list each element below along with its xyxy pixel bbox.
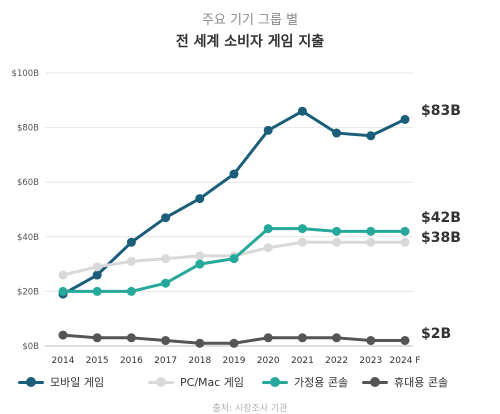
y-tick-label: $100B (12, 69, 40, 79)
data-point (229, 254, 239, 264)
data-point (229, 169, 239, 179)
data-point (332, 237, 342, 247)
data-point (229, 338, 239, 348)
data-point (58, 286, 68, 296)
end-label: $2B (421, 326, 451, 342)
chart-subtitle: 주요 기기 그룹 별 (201, 13, 299, 28)
data-point (92, 333, 102, 343)
legend-label: PC/Mac 게임 (180, 376, 245, 389)
x-tick-label: 2018 (188, 356, 211, 366)
data-point (400, 336, 410, 346)
data-point (263, 243, 273, 253)
legend-swatch (362, 376, 388, 387)
data-point (366, 131, 376, 141)
legend-swatch (148, 376, 174, 387)
data-point (126, 256, 136, 266)
data-point (161, 336, 171, 346)
y-tick-label: $0B (22, 342, 39, 352)
y-tick-label: $20B (17, 287, 39, 297)
end-labels: $83B $38B $42B $2B (421, 103, 461, 342)
data-point (126, 286, 136, 296)
legend-label: 모바일 게임 (50, 376, 105, 389)
legend-swatch (18, 376, 44, 387)
legend-item: 모바일 게임 (18, 372, 104, 392)
data-point (195, 338, 205, 348)
data-point (58, 270, 68, 280)
data-point (263, 333, 273, 343)
series-0 (58, 106, 410, 299)
legend-item: 가정용 콘솔 (262, 372, 348, 392)
data-point (297, 106, 307, 116)
data-point (332, 128, 342, 138)
data-point (92, 262, 102, 272)
legend-label: 휴대용 콘솔 (394, 376, 449, 389)
end-label: $83B (421, 103, 461, 119)
legend-item: PC/Mac 게임 (148, 372, 244, 392)
series-line (61, 109, 407, 296)
legend-swatch (262, 376, 288, 387)
data-point (161, 254, 171, 264)
x-tick-label: 2014 (52, 356, 75, 366)
data-point (366, 226, 376, 236)
footnote: 출처: 시장조사 기관 (212, 404, 288, 414)
x-tick-label: 2017 (154, 356, 177, 366)
chart-title: 전 세계 소비자 게임 지출 (175, 34, 325, 50)
x-tick-label: 2016 (120, 356, 143, 366)
data-point (263, 125, 273, 135)
data-point (297, 224, 307, 234)
x-tick-label: 2024 F (390, 356, 421, 366)
chart-header: 주요 기기 그룹 별 전 세계 소비자 게임 지출 (0, 12, 500, 52)
data-point (400, 114, 410, 124)
data-point (366, 237, 376, 247)
series-lines (58, 106, 410, 348)
data-point (126, 237, 136, 247)
data-point (332, 333, 342, 343)
data-point (400, 237, 410, 247)
x-tick-label: 2023 (359, 356, 382, 366)
series-3 (58, 330, 410, 348)
data-point (161, 278, 171, 288)
legend: 모바일 게임 PC/Mac 게임 가정용 콘솔 휴대용 콘솔 (0, 372, 500, 392)
data-point (366, 336, 376, 346)
data-point (58, 330, 68, 340)
data-point (400, 226, 410, 236)
data-point (126, 333, 136, 343)
x-tick-label: 2019 (223, 356, 246, 366)
line-chart: $0B$20B$40B$60B$80B$100B 2014 2015 2016 201… (12, 69, 461, 366)
x-tick-label: 2015 (86, 356, 109, 366)
x-axis: 2014 2015 2016 2017 2018 2019 2020 2021 2022 2023… (52, 356, 421, 366)
end-label: $42B (421, 210, 461, 226)
data-point (263, 224, 273, 234)
legend-item: 휴대용 콘솔 (362, 372, 448, 392)
data-point (195, 194, 205, 204)
data-point (195, 259, 205, 269)
data-point (161, 213, 171, 223)
gridlines (45, 72, 413, 347)
x-tick-label: 2022 (325, 356, 348, 366)
data-point (195, 251, 205, 261)
y-axis: $0B $20B $40B $60B $80B $100B (12, 69, 40, 352)
data-point (297, 333, 307, 343)
data-point (332, 226, 342, 236)
data-point (297, 237, 307, 247)
series-2 (58, 224, 410, 296)
data-point (92, 286, 102, 296)
x-tick-label: 2021 (291, 356, 314, 366)
data-point (92, 270, 102, 280)
end-label: $38B (421, 230, 461, 246)
y-tick-label: $60B (17, 178, 39, 188)
x-tick-label: 2020 (257, 356, 280, 366)
y-tick-label: $80B (17, 124, 39, 134)
y-tick-label: $40B (17, 233, 39, 243)
legend-label: 가정용 콘솔 (294, 376, 349, 389)
